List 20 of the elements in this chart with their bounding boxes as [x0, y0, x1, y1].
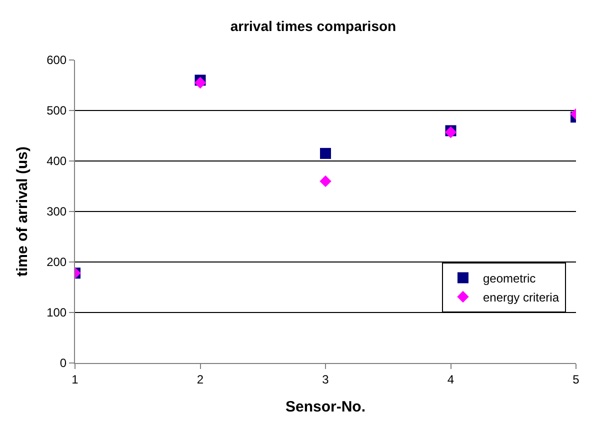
point: [320, 175, 332, 188]
point: [194, 76, 206, 89]
legend-label: geometric: [482, 271, 536, 286]
legend-label: energy criteria: [482, 290, 560, 304]
y-tick-label: 600: [46, 53, 67, 68]
y-tick-label: 400: [46, 154, 67, 168]
x-tick-label: 5: [572, 372, 580, 386]
x-tick-label: 2: [196, 372, 204, 386]
x-tick-label: 1: [72, 372, 79, 386]
y-tick-label: 500: [46, 104, 67, 118]
chart-title: arrival times comparison: [230, 18, 396, 34]
y-axis-title: time of arrival (us): [14, 146, 31, 277]
x-tick-label: 3: [322, 372, 330, 386]
x-axis-title: Sensor-No.: [285, 398, 366, 416]
point: [320, 148, 331, 159]
x-tick-label: 4: [447, 372, 454, 386]
y-tick-label: 300: [46, 204, 67, 219]
y-tick-label: 0: [60, 356, 67, 370]
y-tick-label: 100: [46, 306, 67, 320]
y-tick-label: 200: [46, 255, 67, 270]
